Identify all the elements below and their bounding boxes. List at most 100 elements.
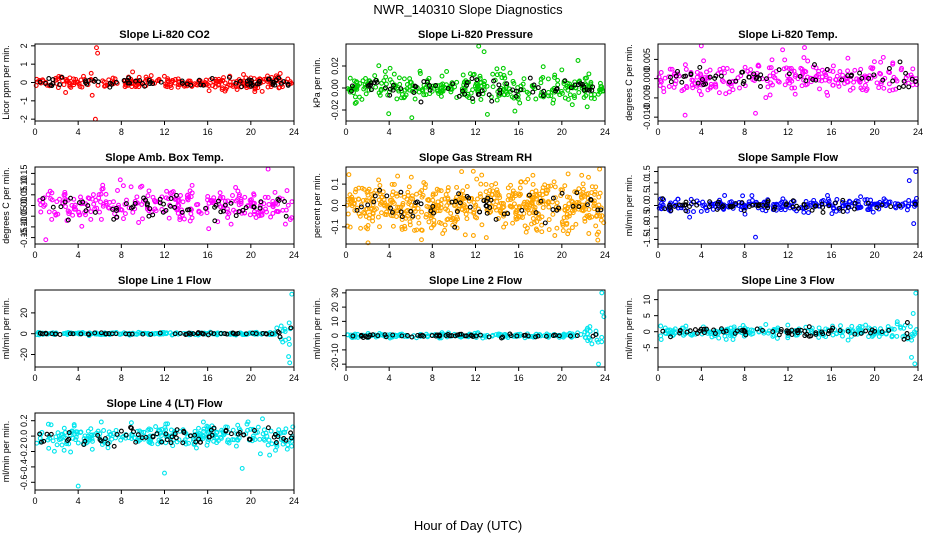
data-point-secondary [188,82,194,88]
data-point [498,200,504,206]
data-point-secondary [866,75,872,81]
data-point [494,72,500,78]
data-point [251,192,257,198]
data-point [894,333,900,339]
y-tick-label: -0.005 [642,85,652,111]
data-point [586,207,592,212]
data-point [85,428,91,434]
data-point [225,215,231,220]
data-point-secondary [256,81,262,87]
data-point [658,333,664,339]
data-point [352,333,358,339]
data-point [184,193,190,199]
data-point [533,96,539,102]
data-point [682,62,688,68]
data-point [270,210,276,216]
data-point [407,219,413,225]
data-point-secondary [91,78,97,84]
data-point [76,210,82,215]
data-point-secondary [662,206,668,212]
data-point [844,75,850,81]
data-point [289,199,295,205]
data-point [419,227,425,233]
data-point-secondary [457,200,463,206]
data-point-secondary [133,439,139,445]
data-point-secondary [50,204,56,210]
data-point-secondary [148,331,154,337]
data-point [533,226,539,232]
data-point [483,181,489,187]
data-point-secondary [111,216,117,222]
data-point [740,323,746,328]
data-point [205,194,211,199]
data-point [62,189,68,195]
data-point-secondary [114,431,120,437]
x-tick-label: 24 [600,127,610,137]
data-point [501,92,507,98]
data-point-secondary [750,202,755,208]
data-point [403,208,409,214]
data-point [402,94,408,100]
data-point [393,191,399,197]
data-point [407,222,413,228]
data-point [461,79,467,85]
data-point-secondary [168,440,174,446]
data-point [439,73,445,79]
data-point-secondary [572,82,578,88]
data-point [893,205,899,211]
data-point-secondary [211,331,217,337]
data-point [489,192,495,198]
outlier-point [95,50,101,56]
data-point-secondary [114,214,120,220]
data-point [474,176,480,182]
data-point-secondary [226,74,232,80]
x-tick-label: 20 [870,127,880,137]
data-point-secondary [901,83,906,89]
data-point [435,88,441,94]
data-point-secondary [695,330,700,336]
data-point-secondary [760,327,765,333]
data-point [539,222,545,228]
data-point [819,67,825,73]
data-point [591,201,597,206]
panel-title: Slope Line 1 Flow [118,275,211,287]
data-point-secondary [198,82,204,88]
data-point [226,211,232,216]
x-tick-label: 24 [600,373,610,383]
data-point [402,194,407,200]
data-point-secondary [97,437,103,443]
y-tick-label: -0.5 [642,209,652,225]
data-point [61,447,67,453]
data-point [397,81,403,87]
data-point [707,329,713,335]
data-point [373,84,379,90]
data-point-secondary [281,436,287,441]
data-point-secondary [697,64,703,70]
data-point [250,433,256,439]
data-point [57,196,62,202]
data-point-secondary [269,331,275,337]
data-point [168,427,174,433]
data-point-secondary [365,202,371,208]
data-point [781,66,787,72]
data-point-secondary [806,324,812,330]
data-point-secondary [276,197,282,203]
y-tick-label: 0.00 [19,197,29,215]
data-point [586,231,592,236]
data-point-secondary [535,85,541,91]
data-point-secondary [192,432,198,438]
data-point [454,95,460,100]
data-point [524,89,530,95]
data-point [278,437,284,442]
data-point [857,205,863,211]
data-point [238,199,244,204]
data-point [212,84,218,90]
data-point [349,196,355,202]
data-point [880,54,886,60]
data-point [423,181,428,187]
data-point-secondary [245,81,251,87]
data-point [178,193,183,198]
x-tick-label: 4 [699,373,704,383]
data-point-secondary [519,207,525,213]
data-point-secondary [243,205,249,211]
